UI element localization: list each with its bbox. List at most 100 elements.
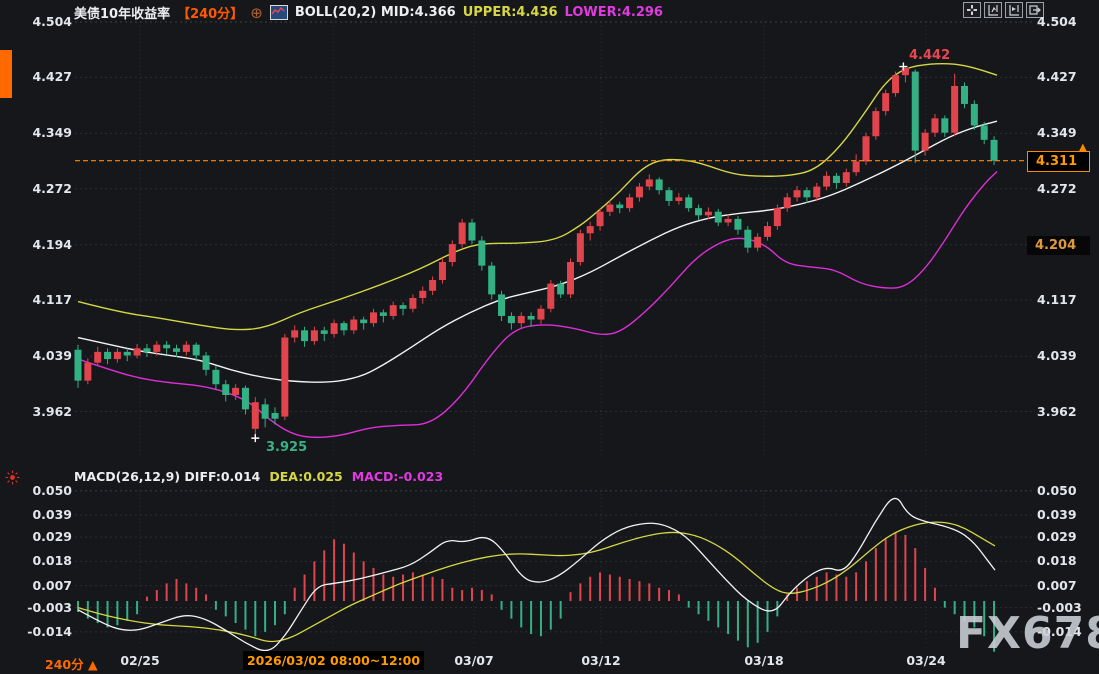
price-tick-label: 4.039 <box>32 348 72 364</box>
candle-body <box>271 412 279 419</box>
candle-body <box>970 103 978 126</box>
macd-tick-label: 0.007 <box>1037 577 1077 593</box>
candle-body <box>458 222 466 245</box>
price-tick-label: 3.962 <box>1037 403 1077 419</box>
candle-body <box>744 229 752 248</box>
candle-body <box>724 218 732 223</box>
macd-tick-label: -0.003 <box>1037 599 1082 615</box>
chart-type-icon[interactable] <box>269 5 288 20</box>
timeframe-selector[interactable]: 240分 ▲ <box>45 657 98 672</box>
candle-body <box>261 404 269 419</box>
candle-body <box>301 330 309 342</box>
red-asterisk-icon[interactable] <box>5 470 20 489</box>
timeframe-label[interactable]: 【240分】 <box>177 7 244 22</box>
candle-body <box>862 136 870 162</box>
candle-body <box>714 211 722 223</box>
candle-body <box>429 280 437 291</box>
candle-body <box>842 172 850 183</box>
candle-body <box>645 179 653 187</box>
candle-body <box>340 323 348 331</box>
candle-body <box>567 262 574 295</box>
macd-tick-label: 0.050 <box>32 482 72 498</box>
add-indicator-icon[interactable]: ⊕ <box>250 3 263 22</box>
macd-tick-label: -0.014 <box>27 623 72 639</box>
candle-body <box>182 344 190 352</box>
candle-body <box>498 294 506 316</box>
candle-body <box>281 337 289 417</box>
candle-body <box>478 240 486 266</box>
candle-body <box>596 211 604 227</box>
price-pin-icon: ▲ <box>1079 142 1087 153</box>
candle-body <box>143 348 151 352</box>
candle-body <box>961 85 968 104</box>
candle-body <box>517 315 525 324</box>
swing-high-label: 4.442 <box>909 48 951 63</box>
candle-body <box>163 344 171 349</box>
boll-upper-label: UPPER:4.436 <box>462 5 558 20</box>
candle-body <box>872 111 880 137</box>
macd-tick-label: 0.039 <box>32 507 72 523</box>
candle-body <box>537 308 545 320</box>
candle-body <box>468 222 476 241</box>
candle-body <box>754 236 762 248</box>
candle-body <box>803 190 811 198</box>
price-tick-label: 3.962 <box>32 403 72 419</box>
instrument-title: 美债10年收益率 <box>74 7 171 22</box>
price-tick-label: 4.117 <box>32 292 72 308</box>
candle-body <box>813 186 821 198</box>
candle-body <box>74 349 82 381</box>
candle-body <box>94 351 102 363</box>
side-drawer-handle[interactable] <box>0 50 12 98</box>
candle-body <box>241 387 249 410</box>
candle-body <box>704 211 712 216</box>
macd-tick-label: -0.003 <box>27 599 72 615</box>
boll-mid-label: BOLL(20,2) MID:4.366 <box>294 5 456 20</box>
secondary-price-badge: 4.204 <box>1027 236 1090 255</box>
candle-body <box>379 312 387 316</box>
pan-tool-icon[interactable] <box>963 2 981 18</box>
price-tick-label: 4.427 <box>1037 69 1077 85</box>
candle-body <box>448 244 456 263</box>
candle-body <box>192 344 200 356</box>
candle-body <box>370 312 377 324</box>
candle-body <box>438 262 446 281</box>
candle-body <box>823 175 831 187</box>
price-tick-label: 4.504 <box>32 14 72 29</box>
candle-body <box>212 369 220 385</box>
dea-line <box>77 521 996 643</box>
macd-tick-label: 0.018 <box>1037 553 1077 569</box>
candle-body <box>222 384 230 396</box>
candle-body <box>901 67 909 76</box>
candle-body <box>330 323 338 334</box>
candle-body <box>990 139 998 161</box>
selected-bar-time-badge: 2026/03/02 08:00~12:00 — <box>243 651 424 674</box>
step-forward-icon[interactable] <box>1005 2 1023 18</box>
price-tick-label: 4.194 <box>32 236 72 252</box>
macd-dea-label: DEA:0.025 <box>269 469 343 484</box>
candle-body <box>734 218 742 230</box>
jump-to-latest-icon[interactable] <box>1026 2 1044 18</box>
candle-body <box>783 197 791 209</box>
price-tick-label: 4.427 <box>32 69 72 85</box>
price-tick-label: 4.039 <box>1037 348 1077 364</box>
candle-body <box>832 175 840 183</box>
candle-body <box>232 387 240 396</box>
candle-body <box>113 351 121 360</box>
x-tick-label: 02/25 <box>120 653 160 668</box>
low-cross-marker <box>251 434 260 443</box>
macd-hist-label: MACD:-0.023 <box>351 469 444 484</box>
boll-upper-line <box>77 62 998 331</box>
macd-tick-label: 0.050 <box>1037 482 1077 498</box>
candle-body <box>941 118 949 133</box>
x-tick-label: 03/18 <box>744 653 784 668</box>
swing-low-label: 3.925 <box>266 440 308 455</box>
chart-header: 美债10年收益率 【240分】 ⊕ BOLL(20,2) MID:4.366 U… <box>74 3 663 22</box>
candle-body <box>123 351 131 356</box>
macd-header: MACD(26,12,9) DIFF:0.014 DEA:0.025 MACD:… <box>74 469 443 484</box>
fit-chart-icon[interactable] <box>984 2 1002 18</box>
candle-body <box>547 283 555 309</box>
candle-body <box>665 190 673 201</box>
candle-body <box>685 197 693 209</box>
